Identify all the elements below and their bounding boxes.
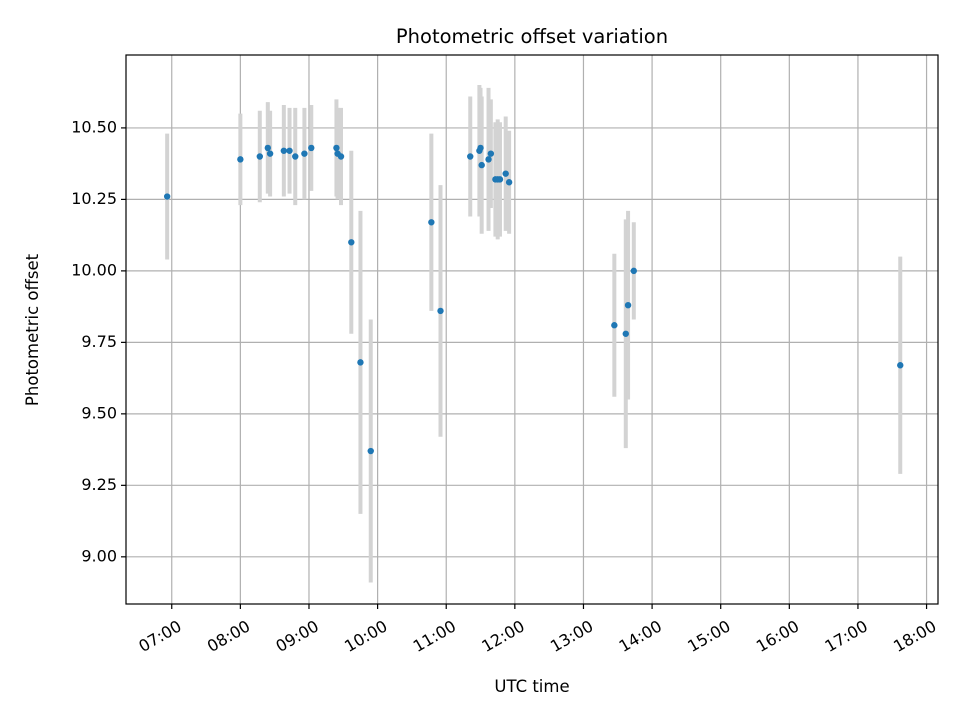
data-point: [428, 219, 435, 226]
plot-frame: [125, 54, 939, 605]
data-point: [630, 267, 637, 275]
y-tick-label: 10.00: [71, 260, 117, 279]
data-point: [337, 153, 345, 160]
data-point: [333, 144, 340, 152]
data-point: [502, 170, 509, 177]
y-tick-label: 9.25: [81, 475, 117, 494]
y-tick-label: 9.75: [81, 332, 117, 351]
data-point: [897, 362, 904, 369]
data-point: [496, 176, 504, 183]
data-point: [266, 150, 274, 157]
data-point: [357, 359, 364, 366]
data-point: [467, 153, 474, 160]
data-point: [301, 150, 308, 157]
data-point: [485, 156, 492, 163]
data-point: [264, 144, 272, 152]
data-point: [477, 144, 484, 152]
y-tick-label: 10.25: [71, 189, 117, 208]
data-point: [478, 161, 485, 169]
data-point: [437, 307, 444, 315]
chart-title: Photometric offset variation: [396, 25, 668, 48]
data-point: [367, 447, 374, 455]
data-point: [292, 153, 299, 160]
data-point: [256, 153, 264, 160]
y-tick-label: 9.50: [81, 403, 117, 422]
data-point: [505, 179, 513, 186]
data-point: [622, 330, 629, 337]
data-point: [286, 147, 293, 154]
data-point: [237, 156, 244, 163]
x-axis-title: UTC time: [494, 677, 569, 696]
data-point: [163, 193, 171, 200]
data-point: [308, 144, 315, 152]
y-tick-label: 10.50: [71, 117, 117, 136]
marker-layer: [163, 144, 904, 455]
data-point: [611, 322, 618, 329]
y-axis-title: Photometric offset: [23, 253, 42, 406]
data-point: [487, 150, 495, 157]
data-point: [348, 239, 355, 246]
data-point: [624, 301, 632, 309]
data-point: [280, 147, 288, 154]
y-tick-label: 9.00: [81, 546, 117, 565]
